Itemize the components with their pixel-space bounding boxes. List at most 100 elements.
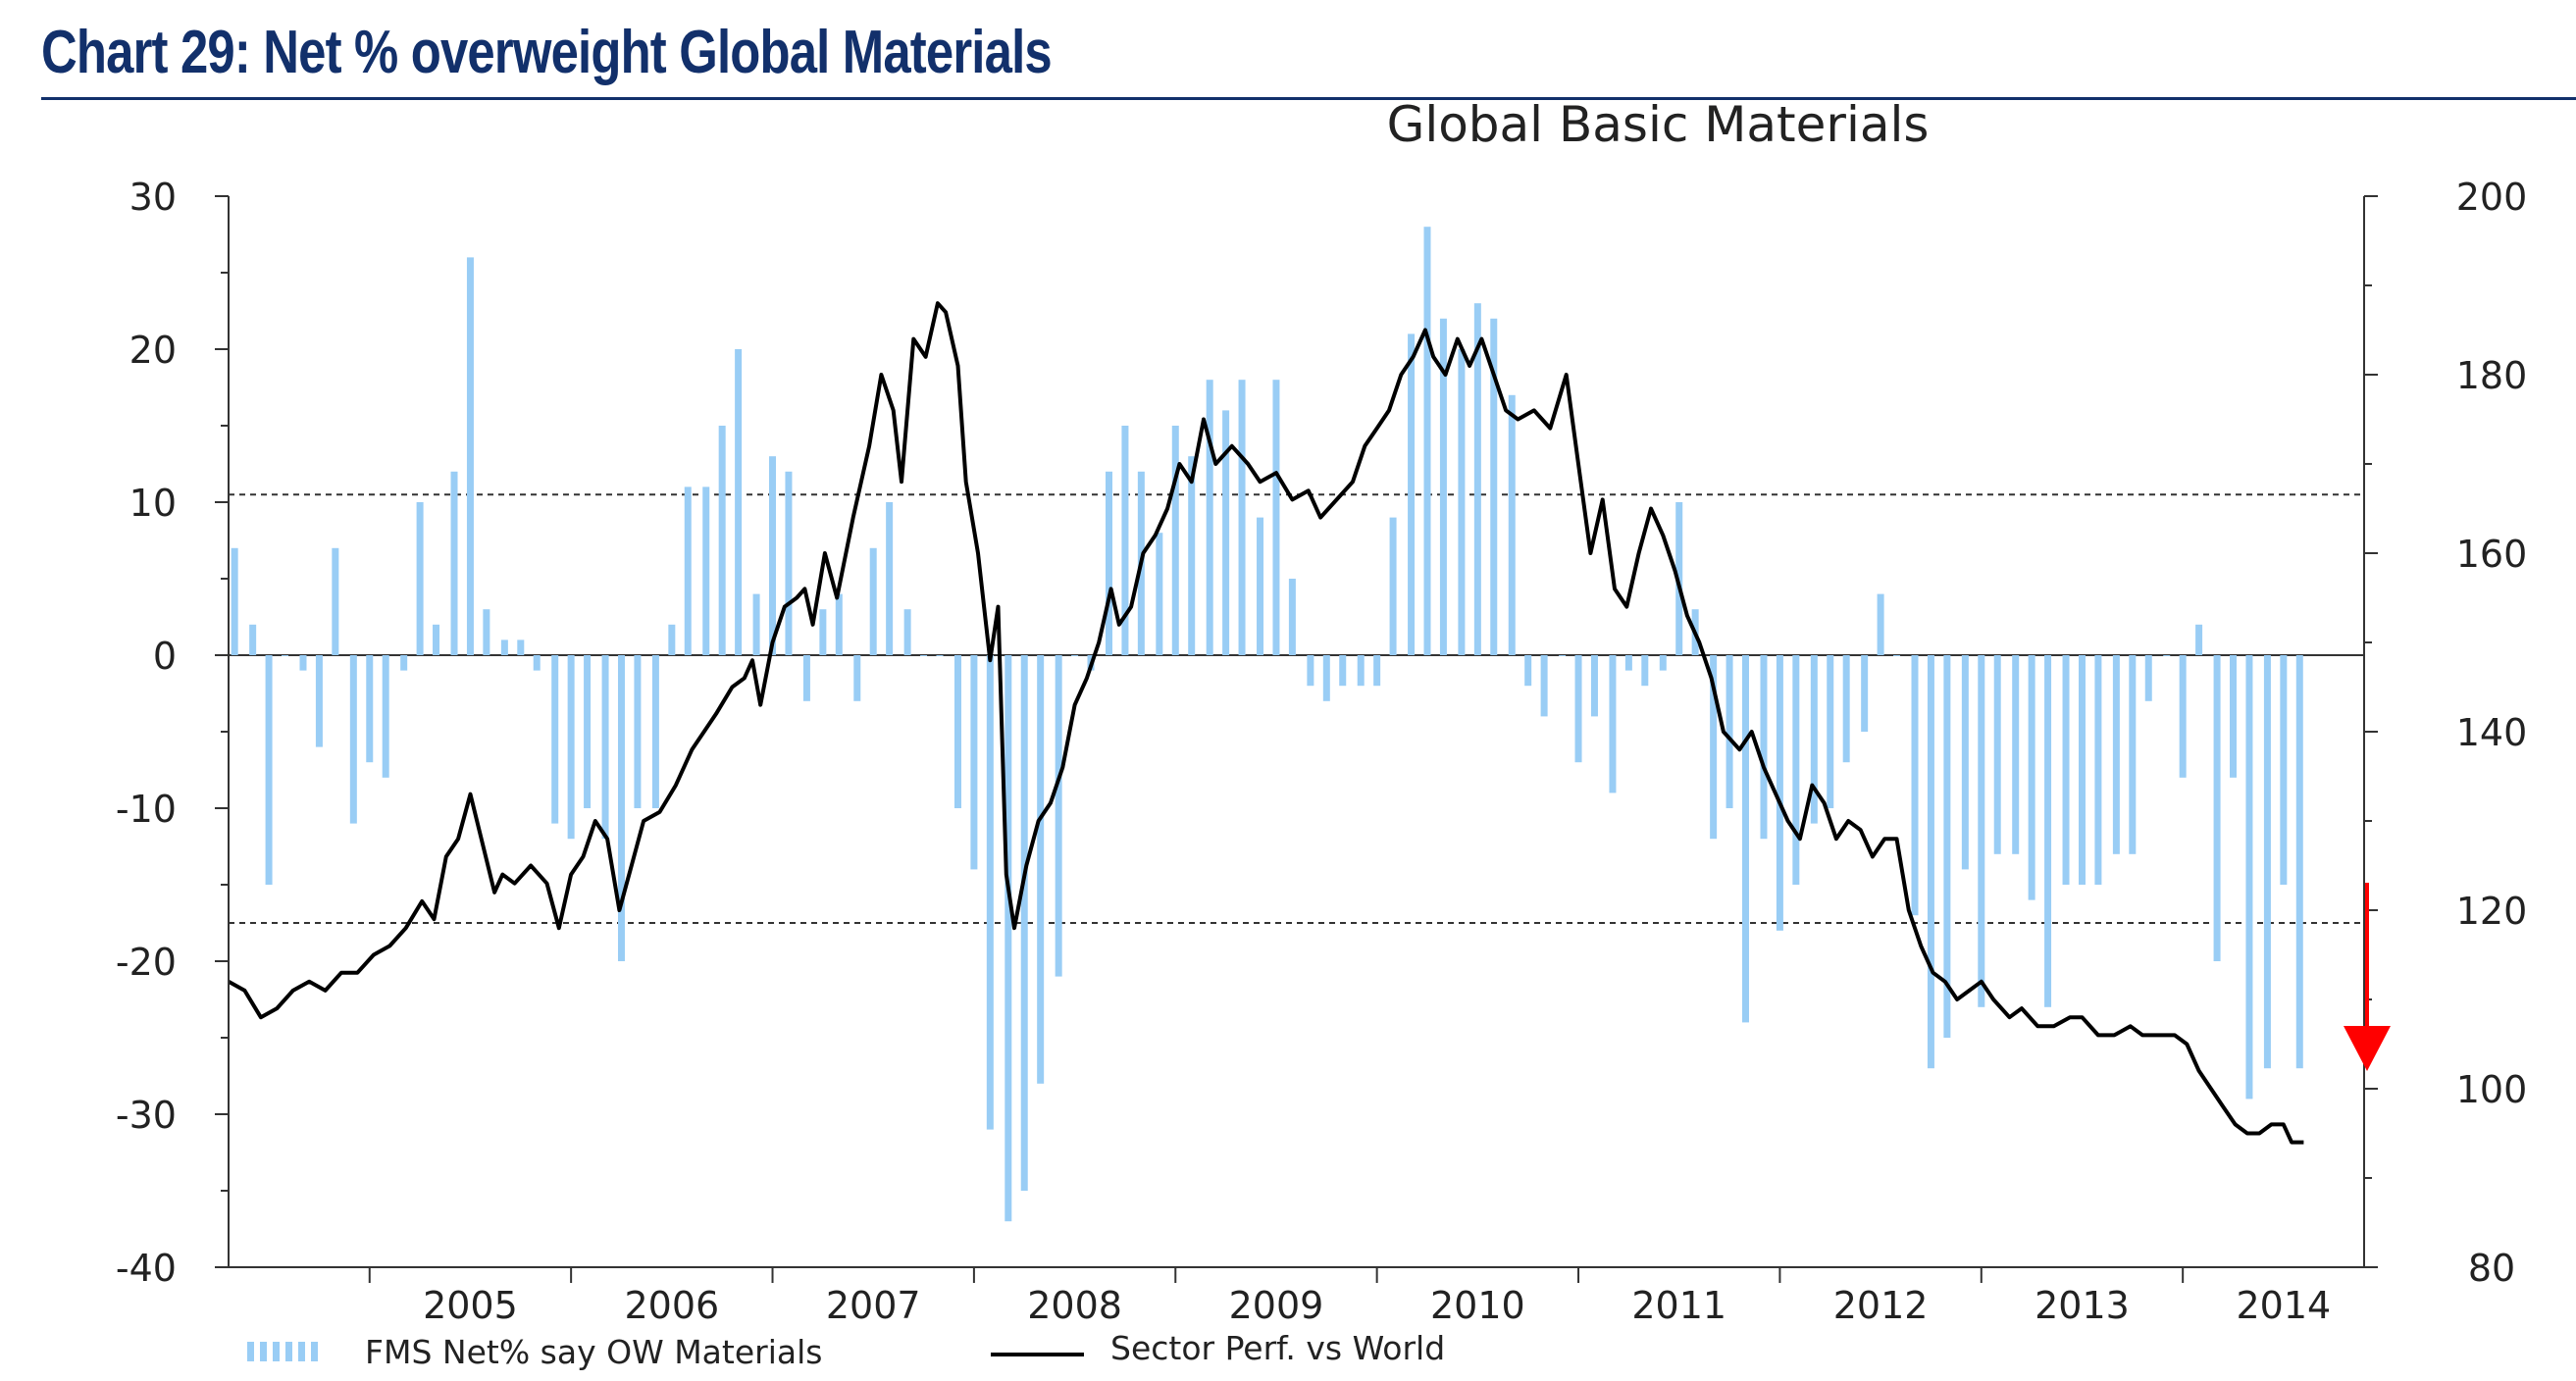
bar-97	[1861, 655, 1869, 732]
bar-27	[684, 486, 692, 655]
bar-69	[1389, 517, 1397, 655]
legend-bar-swatch	[273, 1342, 280, 1361]
bar-75	[1490, 318, 1498, 655]
bar-107	[2028, 655, 2035, 900]
bar-57	[1188, 456, 1196, 655]
bar-113	[2129, 655, 2137, 854]
x-tick-label: 2011	[1631, 1284, 1726, 1327]
left-tick-label: 0	[153, 635, 177, 678]
bar-12	[433, 624, 440, 655]
bar-6	[332, 547, 339, 655]
title-rule	[41, 97, 2576, 100]
arrow-head	[2344, 1026, 2391, 1071]
bar-35	[819, 609, 827, 655]
left-tick-label: 30	[129, 176, 177, 219]
bar-91	[1760, 655, 1768, 840]
bar-114	[2144, 655, 2152, 701]
bar-81	[1590, 655, 1598, 717]
bar-99	[1893, 655, 1901, 656]
bar-115	[2163, 655, 2171, 656]
bar-111	[2094, 655, 2102, 885]
bar-9	[382, 655, 389, 778]
x-tick-label: 2012	[1833, 1284, 1929, 1327]
bar-44	[970, 655, 978, 870]
chart-subtitle: Global Basic Materials	[1387, 96, 1930, 153]
bar-2	[265, 655, 273, 885]
bar-84	[1641, 655, 1649, 687]
bar-80	[1574, 655, 1582, 763]
reference-lines	[229, 493, 2364, 924]
bar-4	[299, 655, 307, 671]
x-tick-label: 2008	[1027, 1284, 1122, 1327]
bar-10	[400, 655, 408, 671]
bar-53	[1121, 426, 1129, 655]
bar-101	[1927, 655, 1934, 1069]
bar-13	[450, 471, 458, 655]
bar-96	[1842, 655, 1850, 763]
bar-21	[584, 655, 592, 808]
right-tick-label: 100	[2456, 1068, 2528, 1111]
bar-73	[1458, 349, 1466, 655]
bar-90	[1741, 655, 1749, 1023]
bar-117	[2195, 624, 2203, 655]
bar-79	[1559, 655, 1567, 656]
right-tick-label: 80	[2468, 1247, 2515, 1290]
bar-122	[2280, 655, 2288, 885]
bar-39	[886, 502, 894, 655]
bar-5	[315, 655, 323, 747]
bar-104	[1978, 655, 1985, 1007]
bar-0	[231, 547, 238, 655]
bar-56	[1171, 426, 1179, 655]
left-tick-label: -30	[116, 1094, 177, 1137]
bar-105	[1993, 655, 2001, 854]
left-tick-label: -40	[116, 1247, 177, 1290]
bar-72	[1439, 318, 1447, 655]
bar-8	[366, 655, 374, 763]
bar-67	[1357, 655, 1365, 687]
right-tick-label: 160	[2456, 533, 2528, 576]
bar-98	[1877, 593, 1884, 655]
bar-119	[2230, 655, 2238, 778]
bar-32	[769, 456, 777, 655]
bar-60	[1238, 380, 1246, 655]
bar-22	[601, 655, 609, 840]
x-tick-label: 2013	[2035, 1284, 2130, 1327]
bar-41	[920, 655, 928, 656]
bar-70	[1408, 333, 1416, 655]
bar-112	[2112, 655, 2120, 854]
bar-103	[1961, 655, 1969, 870]
bar-29	[718, 426, 726, 655]
bar-30	[735, 349, 743, 655]
bar-36	[835, 593, 843, 655]
bar-65	[1322, 655, 1330, 701]
bar-7	[349, 655, 357, 824]
x-tick-label: 2014	[2236, 1284, 2331, 1327]
bar-46	[1005, 655, 1012, 1222]
bar-100	[1911, 655, 1919, 916]
bar-14	[466, 257, 474, 655]
legend-bar-swatch	[260, 1342, 267, 1361]
legend-bar-swatch	[311, 1342, 318, 1361]
bar-63	[1288, 579, 1296, 655]
left-tick-label: -20	[116, 941, 177, 984]
bar-31	[752, 593, 760, 655]
bar-11	[416, 502, 424, 655]
bar-37	[853, 655, 861, 701]
legend-label-line: Sector Perf. vs World	[1110, 1329, 1445, 1367]
left-axis-ticks: 30 20 10 0 -10 -20 -30 -40	[116, 176, 229, 1290]
bar-42	[936, 655, 944, 656]
bar-110	[2078, 655, 2086, 885]
bar-120	[2245, 655, 2253, 1100]
line-series	[228, 301, 2304, 1145]
bar-38	[869, 547, 877, 655]
bar-106	[2012, 655, 2020, 854]
bar-59	[1222, 410, 1230, 655]
left-tick-label: -10	[116, 788, 177, 831]
bar-50	[1071, 655, 1079, 656]
bar-95	[1827, 655, 1834, 808]
left-tick-label: 10	[129, 482, 177, 525]
bar-26	[668, 624, 676, 655]
bar-17	[517, 639, 525, 655]
bar-24	[634, 655, 642, 808]
